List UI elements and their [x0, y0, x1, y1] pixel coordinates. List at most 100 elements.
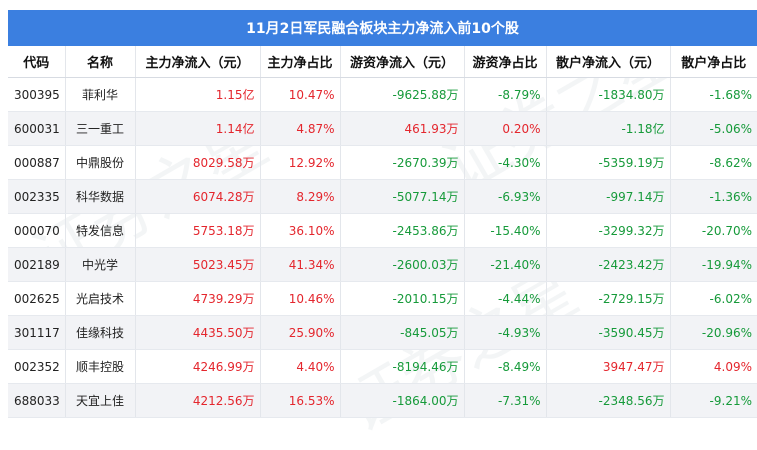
cell-retail-pct: -9.21%	[670, 383, 757, 418]
cell-name: 中光学	[65, 247, 136, 282]
cell-hot-inflow: -2670.39万	[340, 145, 465, 180]
col-header-retail-inflow: 散户净流入（元）	[546, 46, 671, 78]
cell-retail-inflow: 3947.47万	[546, 349, 671, 384]
col-header-retail-pct: 散户净占比	[670, 46, 757, 78]
cell-name: 特发信息	[65, 213, 136, 248]
cell-main-pct: 4.87%	[260, 111, 341, 146]
cell-retail-inflow: -2423.42万	[546, 247, 671, 282]
cell-hot-inflow: -2600.03万	[340, 247, 465, 282]
cell-hot-pct: -4.93%	[464, 315, 547, 350]
cell-retail-inflow: -1.18亿	[546, 111, 671, 146]
col-header-code: 代码	[8, 46, 66, 78]
cell-name: 光启技术	[65, 281, 136, 316]
cell-name: 顺丰控股	[65, 349, 136, 384]
cell-main-pct: 41.34%	[260, 247, 341, 282]
table-title: 11月2日军民融合板块主力净流入前10个股	[8, 10, 757, 46]
cell-main-pct: 8.29%	[260, 179, 341, 214]
table-row: 301117 佳缘科技 4435.50万 25.90% -845.05万 -4.93% -3…	[8, 315, 757, 350]
cell-code: 000887	[8, 145, 66, 180]
cell-retail-pct: -5.06%	[670, 111, 757, 146]
cell-name: 天宜上佳	[65, 383, 136, 418]
cell-hot-inflow: 461.93万	[340, 111, 465, 146]
cell-code: 301117	[8, 315, 66, 350]
cell-retail-pct: -8.62%	[670, 145, 757, 180]
cell-name: 科华数据	[65, 179, 136, 214]
cell-hot-inflow: -9625.88万	[340, 77, 465, 112]
table-row: 600031 三一重工 1.14亿 4.87% 461.93万 0.20% -1.18亿 -5…	[8, 111, 757, 146]
cell-main-inflow: 6074.28万	[135, 179, 261, 214]
table-row: 688033 天宜上佳 4212.56万 16.53% -1864.00万 -7.31% -…	[8, 383, 757, 418]
cell-name: 佳缘科技	[65, 315, 136, 350]
cell-code: 002352	[8, 349, 66, 384]
cell-hot-inflow: -845.05万	[340, 315, 465, 350]
cell-retail-pct: 4.09%	[670, 349, 757, 384]
cell-main-inflow: 4212.56万	[135, 383, 261, 418]
cell-hot-pct: -4.44%	[464, 281, 547, 316]
cell-main-inflow: 8029.58万	[135, 145, 261, 180]
cell-main-inflow: 1.14亿	[135, 111, 261, 146]
cell-main-inflow: 4739.29万	[135, 281, 261, 316]
cell-retail-inflow: -3299.32万	[546, 213, 671, 248]
data-table-panel: 11月2日军民融合板块主力净流入前10个股 代码 名称 主力净流入（元） 主力净…	[8, 10, 757, 418]
cell-main-pct: 10.46%	[260, 281, 341, 316]
cell-main-pct: 16.53%	[260, 383, 341, 418]
cell-main-pct: 36.10%	[260, 213, 341, 248]
cell-hot-pct: -6.93%	[464, 179, 547, 214]
cell-code: 688033	[8, 383, 66, 418]
fund-flow-table: 代码 名称 主力净流入（元） 主力净占比 游资净流入（元） 游资净占比 散户净流…	[8, 46, 757, 418]
cell-main-pct: 10.47%	[260, 77, 341, 112]
cell-retail-pct: -20.70%	[670, 213, 757, 248]
cell-main-inflow: 5023.45万	[135, 247, 261, 282]
cell-hot-pct: 0.20%	[464, 111, 547, 146]
cell-hot-pct: -7.31%	[464, 383, 547, 418]
cell-hot-inflow: -2453.86万	[340, 213, 465, 248]
cell-retail-inflow: -3590.45万	[546, 315, 671, 350]
cell-hot-inflow: -8194.46万	[340, 349, 465, 384]
cell-name: 三一重工	[65, 111, 136, 146]
cell-hot-inflow: -1864.00万	[340, 383, 465, 418]
cell-name: 中鼎股份	[65, 145, 136, 180]
table-row: 000887 中鼎股份 8029.58万 12.92% -2670.39万 -4.30% -…	[8, 145, 757, 180]
cell-hot-pct: -21.40%	[464, 247, 547, 282]
cell-main-inflow: 4435.50万	[135, 315, 261, 350]
cell-code: 002189	[8, 247, 66, 282]
cell-main-inflow: 1.15亿	[135, 77, 261, 112]
cell-main-pct: 4.40%	[260, 349, 341, 384]
cell-retail-pct: -1.68%	[670, 77, 757, 112]
table-row: 002625 光启技术 4739.29万 10.46% -2010.15万 -4.44% -…	[8, 281, 757, 316]
cell-code: 300395	[8, 77, 66, 112]
cell-hot-inflow: -2010.15万	[340, 281, 465, 316]
cell-hot-pct: -4.30%	[464, 145, 547, 180]
cell-retail-pct: -1.36%	[670, 179, 757, 214]
cell-main-pct: 25.90%	[260, 315, 341, 350]
col-header-hot-pct: 游资净占比	[464, 46, 547, 78]
cell-retail-inflow: -997.14万	[546, 179, 671, 214]
col-header-main-pct: 主力净占比	[260, 46, 341, 78]
cell-retail-inflow: -2348.56万	[546, 383, 671, 418]
cell-hot-pct: -8.79%	[464, 77, 547, 112]
cell-code: 600031	[8, 111, 66, 146]
table-row: 300395 菲利华 1.15亿 10.47% -9625.88万 -8.79% -1834…	[8, 77, 757, 112]
table-row: 002352 顺丰控股 4246.99万 4.40% -8194.46万 -8.49% 39…	[8, 349, 757, 384]
col-header-hot-inflow: 游资净流入（元）	[340, 46, 465, 78]
cell-code: 002625	[8, 281, 66, 316]
cell-hot-inflow: -5077.14万	[340, 179, 465, 214]
cell-retail-inflow: -1834.80万	[546, 77, 671, 112]
cell-hot-pct: -15.40%	[464, 213, 547, 248]
cell-main-inflow: 4246.99万	[135, 349, 261, 384]
cell-code: 000070	[8, 213, 66, 248]
cell-retail-inflow: -2729.15万	[546, 281, 671, 316]
cell-retail-pct: -19.94%	[670, 247, 757, 282]
cell-main-pct: 12.92%	[260, 145, 341, 180]
cell-main-inflow: 5753.18万	[135, 213, 261, 248]
table-row: 000070 特发信息 5753.18万 36.10% -2453.86万 -15.40%…	[8, 213, 757, 248]
cell-hot-pct: -8.49%	[464, 349, 547, 384]
cell-retail-inflow: -5359.19万	[546, 145, 671, 180]
col-header-main-inflow: 主力净流入（元）	[135, 46, 261, 78]
cell-code: 002335	[8, 179, 66, 214]
table-row: 002335 科华数据 6074.28万 8.29% -5077.14万 -6.93% -9…	[8, 179, 757, 214]
col-header-name: 名称	[65, 46, 136, 78]
cell-retail-pct: -6.02%	[670, 281, 757, 316]
table-row: 002189 中光学 5023.45万 41.34% -2600.03万 -21.40% -…	[8, 247, 757, 282]
cell-name: 菲利华	[65, 77, 136, 112]
